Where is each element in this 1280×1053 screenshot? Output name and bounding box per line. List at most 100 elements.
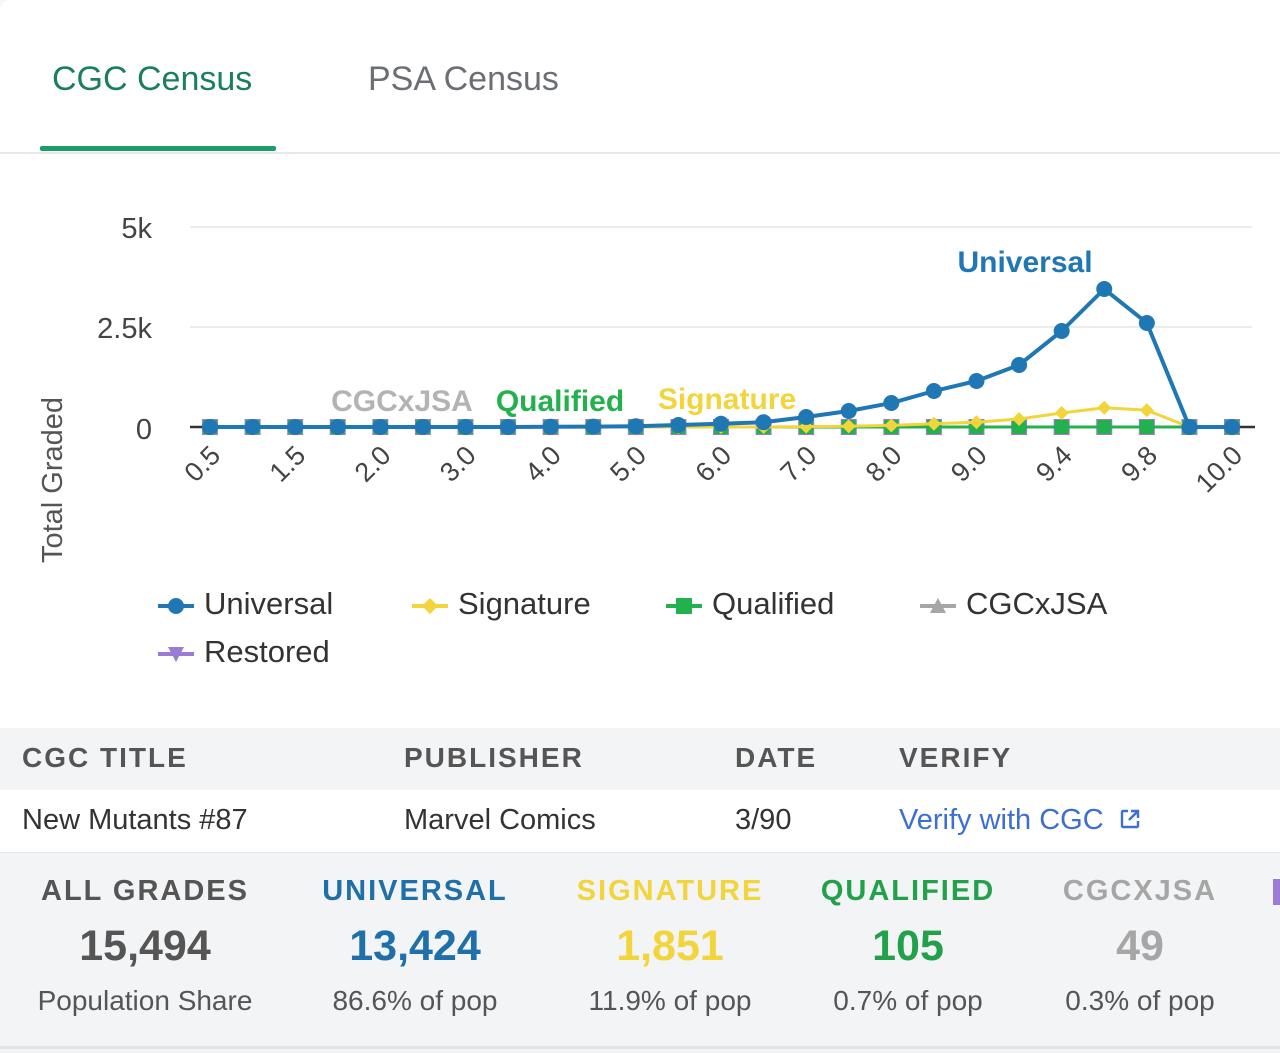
point-signature[interactable] — [1012, 412, 1027, 426]
legend-qualified-label: Qualified — [712, 586, 835, 621]
point-qualified[interactable] — [1012, 420, 1027, 434]
annotation-qualified: Qualified — [496, 385, 624, 418]
x-tick-label: 1.5 — [264, 440, 312, 488]
stat-all-grades: ALL GRADES 15,494 Population Share — [24, 875, 266, 1017]
x-tick-label: 3.0 — [434, 440, 482, 488]
stat-cgcxjsa-label: CGCXJSA — [1062, 875, 1218, 907]
header-verify: VERIFY — [899, 742, 1013, 773]
legend-signature-marker — [412, 597, 448, 614]
stat-qualified-label: QUALIFIED — [820, 875, 996, 907]
point-universal[interactable] — [329, 419, 346, 435]
point-universal[interactable] — [798, 409, 815, 425]
legend-restored[interactable]: Restored — [156, 634, 330, 670]
annotation-cgcxjsa: CGCxJSA — [331, 385, 473, 418]
table-row: New Mutants #87 Marvel Comics 3/90 Verif… — [0, 790, 1280, 854]
point-signature[interactable] — [1097, 400, 1112, 415]
active-tab-indicator — [40, 146, 276, 151]
point-universal[interactable] — [1011, 357, 1028, 373]
bottom-divider — [0, 1046, 1280, 1049]
x-tick-label: 5.0 — [604, 440, 652, 488]
point-universal[interactable] — [1138, 315, 1155, 331]
row-title: New Mutants #87 — [22, 804, 248, 836]
point-universal[interactable] — [670, 417, 687, 433]
annotation-signature: Signature — [658, 383, 796, 416]
point-universal[interactable] — [1096, 281, 1113, 297]
stat-all-grades-sub: Population Share — [37, 985, 253, 1016]
stat-all-grades-value: 15,494 — [79, 922, 211, 970]
x-tick-label: 0.5 — [178, 440, 226, 488]
legend-cgcxjsa[interactable]: CGCxJSA — [918, 586, 1107, 622]
point-signature[interactable] — [884, 418, 899, 433]
point-universal[interactable] — [883, 395, 900, 411]
point-qualified[interactable] — [1097, 420, 1112, 434]
point-universal[interactable] — [500, 419, 517, 435]
stat-signature-value: 1,851 — [616, 922, 724, 970]
point-universal[interactable] — [713, 415, 729, 432]
stat-universal-value: 13,424 — [349, 922, 481, 970]
stat-universal-label: UNIVERSAL — [322, 875, 508, 907]
legend-cgcxjsa-label: CGCxJSA — [966, 586, 1108, 621]
legend-universal-marker — [158, 597, 194, 614]
point-universal[interactable] — [1181, 419, 1198, 435]
tab-psa-census[interactable]: PSA Census — [368, 60, 559, 98]
table-header: CGC TITLE PUBLISHER DATE VERIFY — [0, 728, 1280, 791]
header-cgc-title: CGC TITLE — [22, 742, 188, 773]
point-qualified[interactable] — [1139, 420, 1154, 434]
row-date: 3/90 — [735, 804, 792, 836]
verify-link-label: Verify with CGC — [899, 804, 1104, 836]
tab-cgc-census[interactable]: CGC Census — [52, 60, 253, 98]
stat-signature: SIGNATURE 1,851 11.9% of pop — [556, 875, 784, 1017]
stat-qualified-sub: 0.7% of pop — [833, 985, 983, 1016]
point-universal[interactable] — [202, 419, 218, 435]
x-tick-label: 4.0 — [519, 440, 567, 488]
x-tick-label: 9.8 — [1115, 440, 1163, 488]
point-universal[interactable] — [287, 419, 304, 435]
stat-universal: UNIVERSAL 13,424 86.6% of pop — [300, 875, 530, 1017]
legend-universal-label: Universal — [204, 586, 334, 621]
stat-signature-sub: 11.9% of pop — [588, 985, 752, 1016]
x-tick-label: 6.0 — [689, 440, 737, 488]
legend-universal[interactable]: Universal — [156, 586, 333, 622]
y-tick-5k: 5k — [121, 213, 152, 245]
point-signature[interactable] — [1054, 406, 1069, 420]
census-chart: Total Graded 5k 2.5k 0 0.5 1.5 2.0 3.0 4.0 5.… — [37, 213, 1255, 563]
point-universal[interactable] — [244, 419, 261, 435]
row-publisher: Marvel Comics — [404, 804, 596, 836]
point-qualified[interactable] — [1054, 420, 1069, 434]
legend-restored-marker — [158, 646, 194, 662]
verify-with-cgc-link[interactable]: Verify with CGC — [899, 804, 1142, 837]
stat-cgcxjsa-sub: 0.3% of pop — [1065, 985, 1215, 1016]
point-universal[interactable] — [542, 418, 559, 435]
point-universal[interactable] — [627, 418, 644, 435]
y-tick-0: 0 — [136, 414, 152, 446]
point-universal[interactable] — [1053, 323, 1070, 339]
legend-signature-label: Signature — [458, 586, 591, 621]
stat-signature-label: SIGNATURE — [576, 875, 764, 907]
stat-qualified-value: 105 — [872, 922, 944, 970]
point-universal[interactable] — [840, 403, 857, 419]
point-universal[interactable] — [414, 419, 431, 435]
legend-signature[interactable]: Signature — [410, 586, 591, 622]
header-publisher: PUBLISHER — [404, 742, 584, 773]
x-tick-label: 9.0 — [945, 440, 993, 488]
point-universal[interactable] — [585, 418, 602, 435]
point-universal[interactable] — [755, 414, 772, 431]
point-universal[interactable] — [372, 419, 389, 435]
point-universal[interactable] — [968, 373, 985, 389]
stat-cgcxjsa-value: 49 — [1116, 922, 1164, 970]
stat-universal-sub: 86.6% of pop — [332, 985, 498, 1016]
point-signature[interactable] — [969, 415, 984, 430]
point-universal[interactable] — [925, 383, 942, 399]
point-signature[interactable] — [841, 419, 856, 434]
stat-cgcxjsa: CGCXJSA 49 0.3% of pop — [1040, 875, 1240, 1017]
point-universal[interactable] — [457, 419, 474, 435]
legend-qualified[interactable]: Qualified — [664, 586, 834, 622]
point-universal[interactable] — [1224, 419, 1240, 435]
point-signature[interactable] — [1139, 403, 1154, 418]
point-signature[interactable] — [926, 416, 941, 431]
x-tick-label: 9.4 — [1030, 440, 1078, 488]
legend-qualified-marker — [666, 597, 702, 614]
x-tick-label: 10.0 — [1190, 440, 1248, 498]
x-tick-label: 7.0 — [775, 440, 823, 488]
